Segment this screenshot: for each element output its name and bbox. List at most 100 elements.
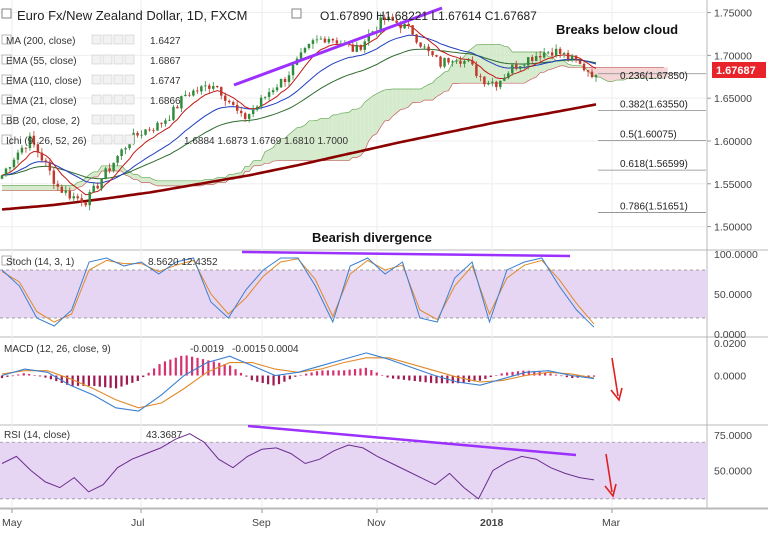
format-icon (102, 114, 113, 125)
divergence-annotation: Bearish divergence (312, 230, 432, 245)
candle-body (40, 152, 44, 161)
cloud-segment (133, 174, 138, 180)
macd-histogram-bar (495, 375, 498, 376)
price-y-tick-label: 1.60000 (714, 136, 752, 148)
macd-histogram-bar (76, 375, 80, 386)
eye-icon (91, 94, 102, 105)
cloud-segment (627, 67, 632, 79)
candle-body (196, 90, 199, 92)
last-price-bg (712, 62, 766, 78)
candle-body (208, 85, 211, 89)
cloud-segment (65, 185, 70, 191)
cloud-segment (655, 67, 660, 79)
last-price-tag: 1.67687 (712, 62, 766, 78)
macd-histogram-bar (386, 375, 389, 378)
macd-histogram-bar (250, 375, 253, 381)
candle-body (447, 58, 450, 63)
cloud-segment (364, 99, 369, 151)
macd-histogram-bar (489, 375, 492, 378)
cloud-segment (631, 67, 636, 79)
collapse-icon[interactable] (1, 8, 12, 19)
macd-histogram-bar (33, 375, 36, 376)
macd-histogram-bar (201, 359, 205, 376)
macd-histogram-bar (152, 368, 156, 376)
senkou-span-b (2, 65, 664, 192)
legend-value: 1.6747 (150, 76, 181, 87)
stoch-collapse-icon[interactable] (1, 255, 12, 266)
indicator-legend: MA (200, close) 1.6427 EMA (55, close) 1.68… (1, 34, 348, 147)
candle-body (570, 55, 574, 60)
cloud-segment (420, 86, 425, 103)
macd-histogram-bar (506, 372, 509, 376)
macd-histogram-bar (429, 375, 433, 383)
candle-body (72, 196, 75, 199)
macd-histogram-bar (370, 370, 373, 376)
candle-body (228, 100, 231, 103)
candle-body (395, 20, 398, 23)
candle-body (311, 40, 315, 44)
cloud-segment (484, 44, 489, 84)
cloud-segment (392, 89, 397, 117)
candle-body (108, 168, 111, 171)
candle-body (299, 52, 303, 59)
x-tick-label: May (2, 517, 23, 529)
cloud-segment (157, 180, 162, 186)
candle-body (251, 109, 255, 115)
candle-body (156, 122, 159, 131)
rsi-y-tick-label: 75.0000 (714, 430, 752, 442)
macd-histogram-bar (587, 375, 590, 377)
cloud-segment (396, 89, 401, 113)
candle-body (359, 44, 363, 50)
cloud-segment (165, 180, 170, 186)
cloud-segment (424, 84, 429, 101)
candle-body (271, 90, 275, 93)
close-icon (124, 74, 135, 85)
cloud-segment (129, 171, 134, 180)
candle-body (267, 92, 271, 97)
macd-histogram-bar (571, 375, 574, 379)
macd-arrow-head (610, 387, 623, 402)
cloud-segment (663, 67, 668, 79)
candle-body (56, 183, 60, 187)
candle-body (291, 64, 295, 76)
cloud-segment (77, 181, 82, 188)
macd-histogram-bar (82, 375, 85, 386)
x-tick-label: Jul (131, 517, 144, 529)
eye-icon[interactable] (291, 8, 302, 19)
candle-body (172, 106, 175, 120)
cloud-segment (45, 185, 50, 191)
candle-body (546, 52, 550, 54)
candle-body (562, 52, 566, 54)
candle-body (467, 60, 470, 62)
gear-icon (113, 54, 124, 65)
macd-histogram-bar (11, 375, 14, 377)
candle-body (415, 34, 418, 43)
gear-icon (113, 114, 124, 125)
legend-label: MA (200, close) (6, 36, 75, 47)
cloud-segment (603, 67, 608, 82)
stoch-legend: Stoch (14, 3, 1) 8.5620 12.4352 (1, 255, 218, 268)
macd-histogram-bar (147, 372, 150, 376)
cloud-segment (480, 44, 485, 84)
last-price-text: 1.67687 (716, 65, 756, 77)
cloud-segment (452, 60, 457, 84)
macd-legend: MACD (12, 26, close, 9) -0.0019 -0.0015 … (4, 344, 299, 355)
cloud-segment (356, 107, 361, 158)
macd-histogram-bar (332, 370, 335, 376)
cloud-segment (659, 67, 664, 79)
candle-body (36, 144, 40, 153)
cloud-segment (564, 60, 569, 68)
candle-body (96, 185, 99, 189)
candle-body (8, 167, 12, 169)
cloud-segment (37, 185, 42, 191)
x-tick-label: Mar (602, 517, 621, 529)
candle-body (451, 61, 454, 63)
price-y-tick-label: 1.65000 (714, 93, 752, 105)
macd-histogram-bar (49, 375, 52, 380)
candle-body (247, 114, 251, 119)
candle-body (503, 78, 506, 81)
stoch-y-tick-label: 100.0000 (714, 249, 758, 261)
candle-body (439, 56, 442, 67)
candle-body (120, 149, 123, 157)
eye-icon (91, 34, 102, 45)
